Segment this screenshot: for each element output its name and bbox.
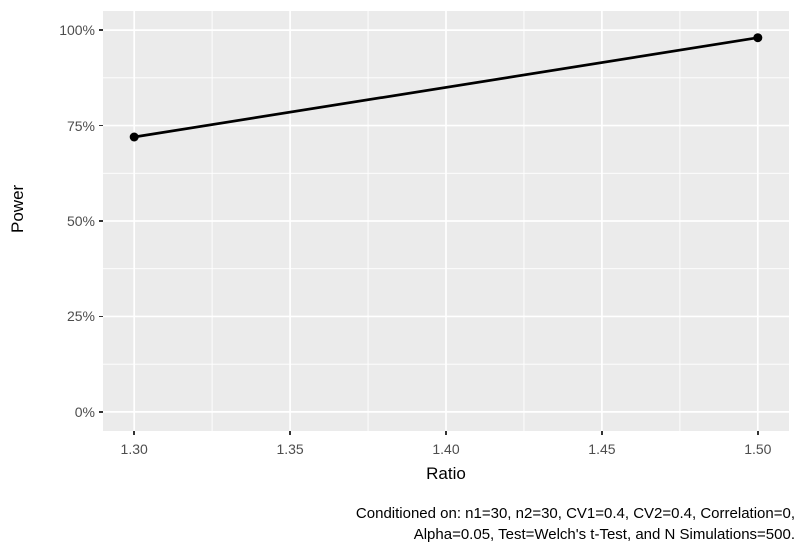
caption-line-1: Conditioned on: n1=30, n2=30, CV1=0.4, C… <box>355 505 795 522</box>
x-tick-mark <box>445 431 447 435</box>
y-tick-label: 25% <box>66 308 95 325</box>
plot-panel <box>103 11 789 431</box>
x-tick-mark <box>757 431 759 435</box>
caption: Conditioned on: n1=30, n2=30, CV1=0.4, C… <box>356 503 795 545</box>
x-tick-mark <box>601 431 603 435</box>
x-tick-label: 1.50 <box>744 441 772 457</box>
caption-line-2: Alpha=0.05, Test=Welch's t-Test, and N S… <box>413 526 795 543</box>
x-tick-label: 1.35 <box>276 441 304 457</box>
x-axis-title: Ratio <box>426 464 466 483</box>
series-line <box>133 36 759 139</box>
data-point <box>753 33 763 43</box>
y-tick-mark <box>99 29 103 31</box>
x-tick-label: 1.40 <box>432 441 460 457</box>
y-axis-title: Power <box>8 184 27 233</box>
data-point <box>129 132 139 142</box>
y-tick-label: 75% <box>66 117 95 134</box>
y-tick-mark <box>99 411 103 413</box>
y-tick-label: 50% <box>66 213 95 229</box>
plot-svg <box>103 11 789 431</box>
y-tick-label: 100% <box>59 22 95 39</box>
x-tick-mark <box>133 431 135 435</box>
y-tick-mark <box>99 220 103 222</box>
x-tick-mark <box>289 431 291 435</box>
y-tick-mark <box>99 124 103 127</box>
y-tick-label: 0% <box>74 403 95 420</box>
x-tick-label: 1.45 <box>588 441 616 457</box>
x-tick-label: 1.30 <box>120 441 148 457</box>
y-tick-mark <box>99 315 103 318</box>
